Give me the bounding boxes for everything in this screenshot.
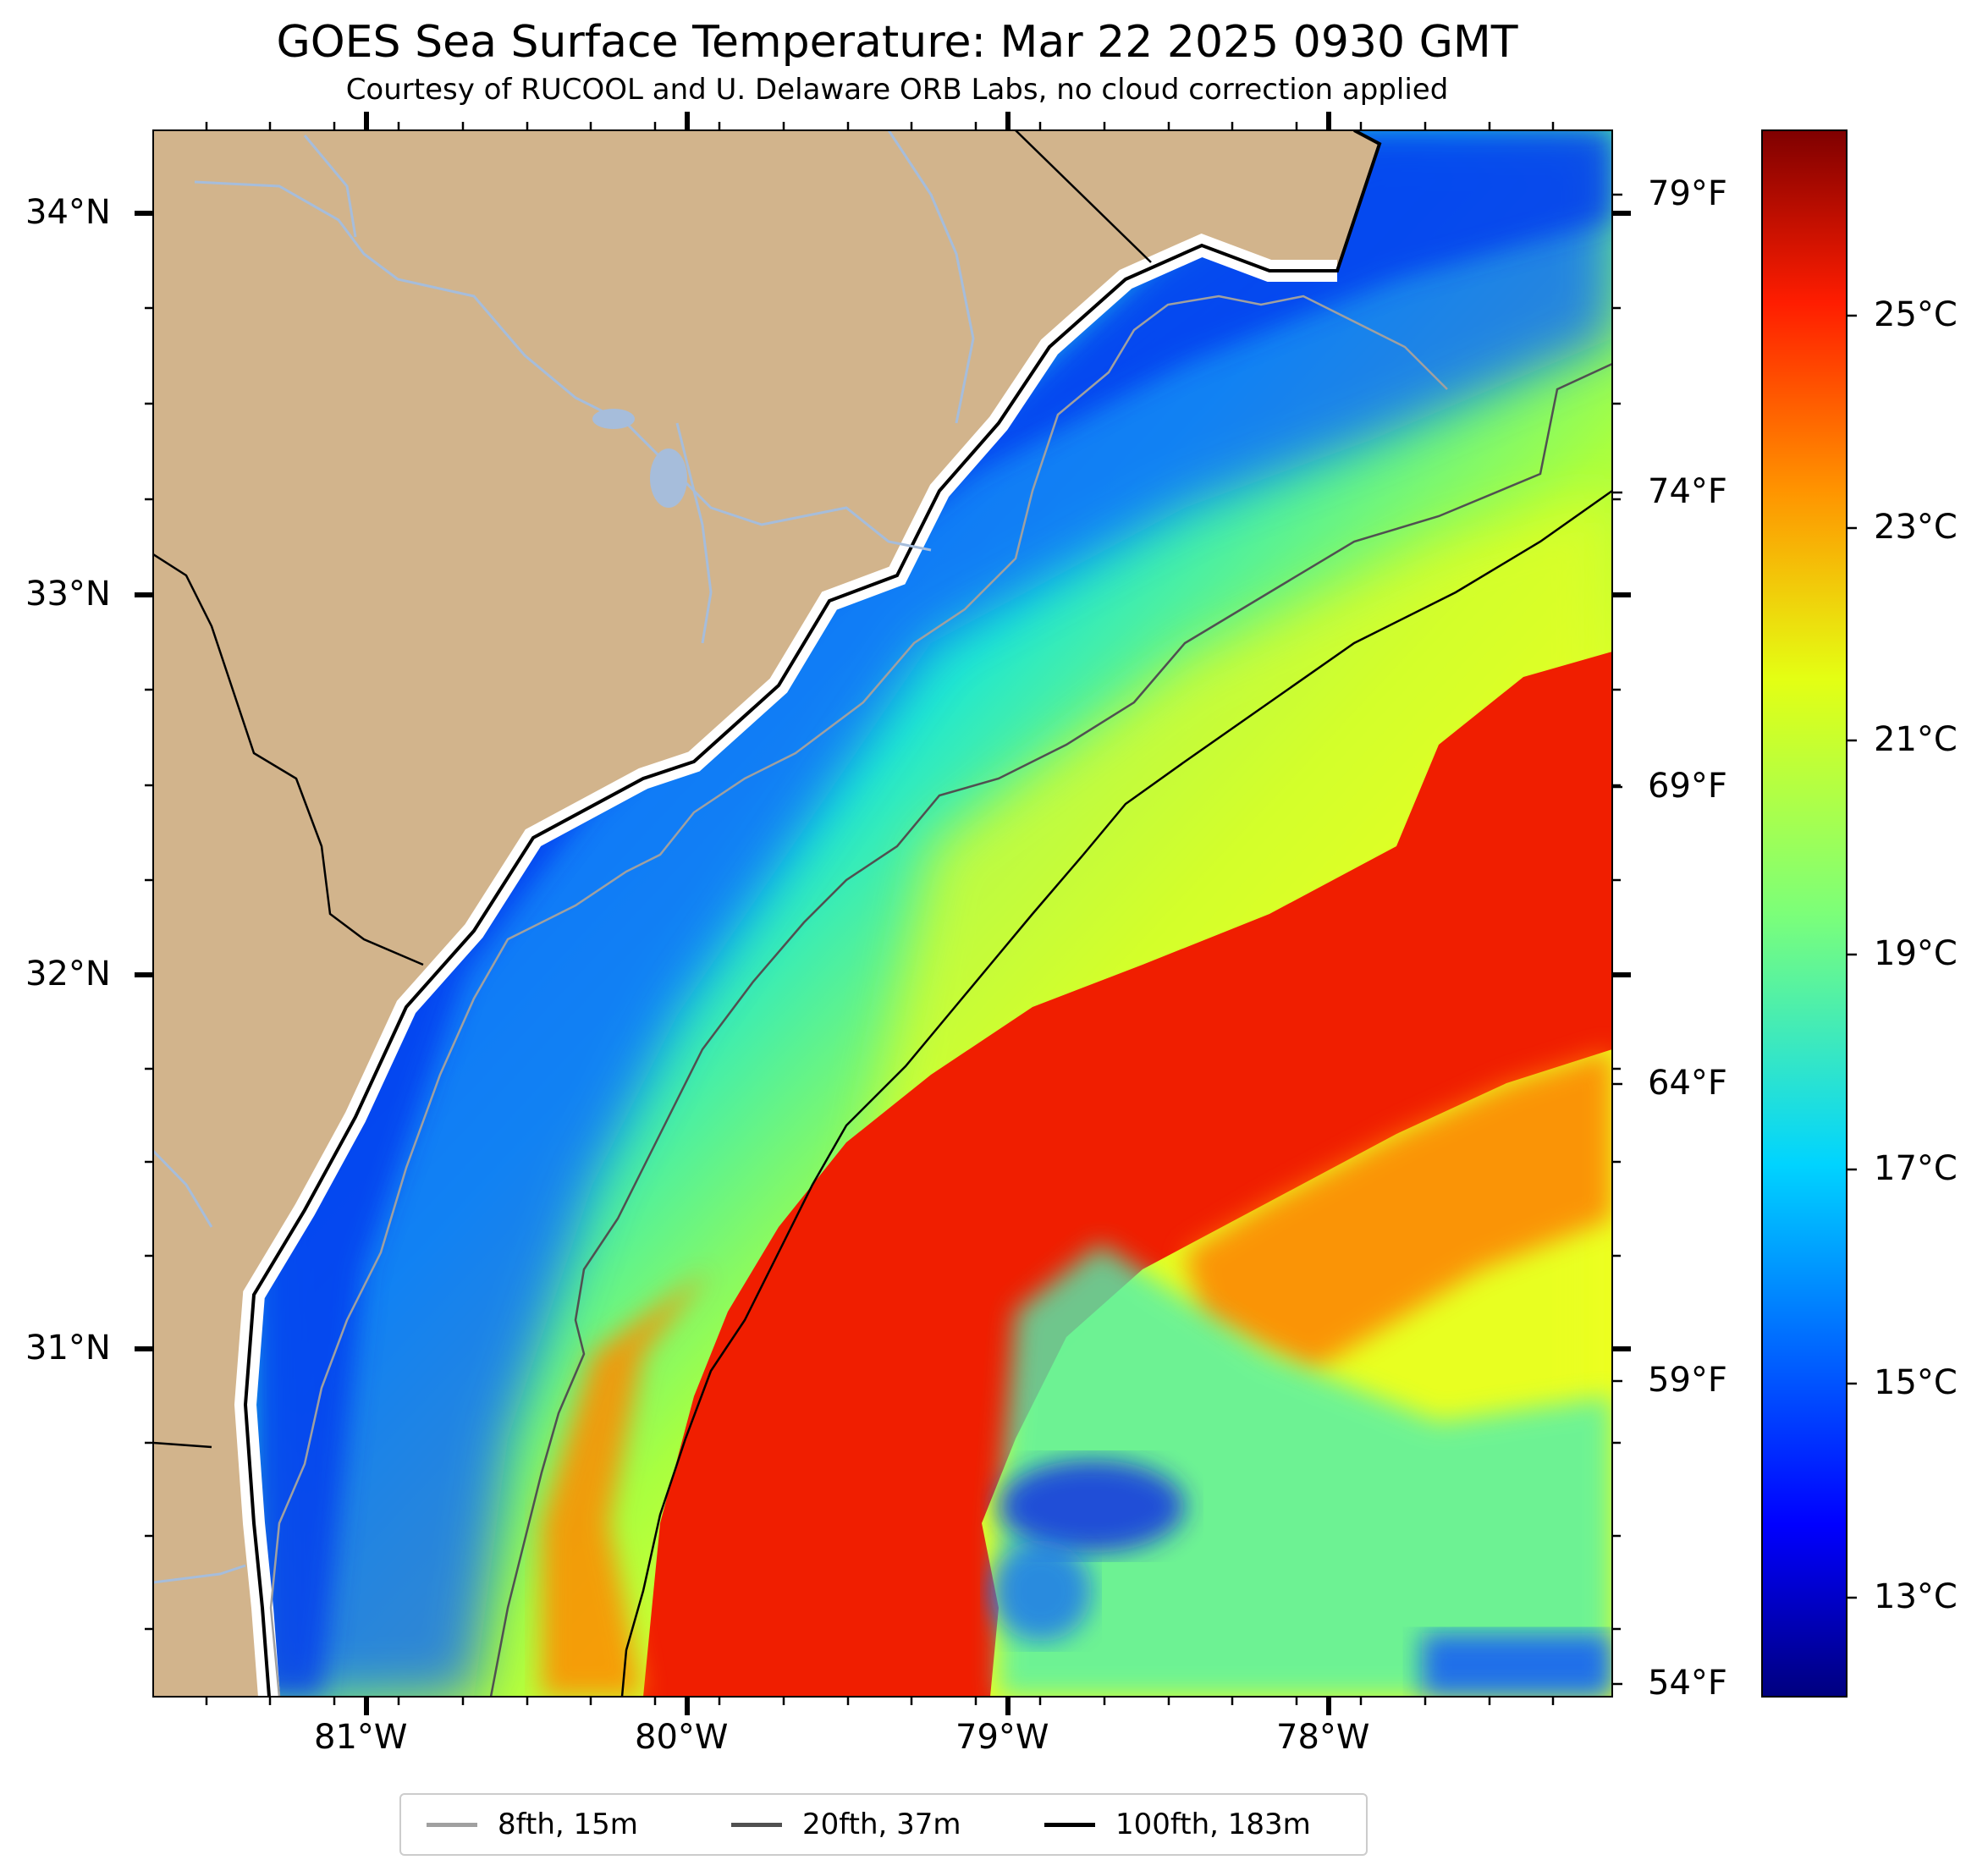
minor-ticks [145, 122, 1621, 1705]
lon-label: 80°W [635, 1718, 729, 1757]
legend-item-100fth: 100fth, 183m [1044, 1795, 1311, 1854]
lon-label: 81°W [314, 1718, 408, 1757]
fahrenheit-label: 64°F [1648, 1064, 1727, 1103]
cold-patch [990, 1540, 1092, 1642]
state-border-sc-ga [153, 553, 424, 966]
celsius-label: 23°C [1874, 508, 1958, 547]
lake [592, 409, 635, 429]
fahrenheit-label: 74°F [1648, 472, 1727, 511]
land-mass [153, 130, 1379, 1697]
figure-subtitle: Courtesy of RUCOOL and U. Delaware ORB L… [345, 73, 1449, 107]
river [153, 1564, 246, 1584]
legend: 8fth, 15m 20fth, 37m 100fth, 183m [399, 1793, 1368, 1856]
state-border-nc-sc [1015, 130, 1152, 263]
lat-label: 31°N [25, 1329, 111, 1367]
legend-label: 20fth, 37m [802, 1808, 961, 1841]
cold-patch [1422, 1633, 1612, 1697]
cold-patch [999, 1460, 1185, 1553]
gulf-stream-edge [542, 1269, 711, 1697]
state-border-ga-fl [153, 1441, 212, 1449]
gulf-stream-core [643, 652, 1612, 1697]
river [887, 130, 975, 424]
fahrenheit-label: 59°F [1648, 1361, 1727, 1400]
gulf-stream-eddy [1185, 1049, 1612, 1371]
river [153, 1149, 213, 1228]
figure-title: GOES Sea Surface Temperature: Mar 22 202… [276, 17, 1518, 68]
river [303, 135, 357, 238]
isobath-8fth [269, 294, 1448, 1697]
map-area [153, 130, 1612, 1697]
river [194, 180, 932, 552]
legend-swatch [427, 1822, 477, 1827]
celsius-label: 17°C [1874, 1149, 1958, 1188]
isobath-100fth [620, 489, 1612, 1697]
legend-label: 100fth, 183m [1115, 1808, 1311, 1841]
legend-swatch [1044, 1822, 1095, 1827]
lake-marion [650, 448, 687, 508]
colorbar-ticks [1847, 314, 1857, 1599]
lon-label: 78°W [1276, 1718, 1370, 1757]
lat-label: 34°N [25, 193, 111, 232]
celsius-label: 15°C [1874, 1363, 1958, 1402]
river [675, 422, 713, 644]
lat-label: 32°N [25, 955, 111, 993]
fahrenheit-ticks [1612, 193, 1622, 1686]
fahrenheit-label: 54°F [1648, 1664, 1727, 1703]
lat-label: 33°N [25, 575, 111, 614]
legend-item-20fth: 20fth, 37m [731, 1795, 961, 1854]
fahrenheit-label: 79°F [1648, 174, 1727, 213]
major-ticks [135, 112, 1631, 1715]
map-frame [152, 129, 1613, 1698]
celsius-label: 21°C [1874, 720, 1958, 759]
isobath-20fth [489, 362, 1612, 1697]
celsius-label: 19°C [1874, 934, 1958, 973]
legend-label: 8fth, 15m [498, 1808, 638, 1841]
celsius-label: 13°C [1874, 1577, 1958, 1616]
fahrenheit-label: 69°F [1648, 767, 1727, 806]
colorbar [1761, 129, 1848, 1698]
southeast-mixed-water [999, 1244, 1612, 1697]
coastline [243, 130, 1382, 1697]
legend-item-8fth: 8fth, 15m [427, 1795, 638, 1854]
celsius-label: 25°C [1874, 295, 1958, 334]
legend-swatch [731, 1822, 782, 1827]
lon-label: 79°W [955, 1718, 1049, 1757]
